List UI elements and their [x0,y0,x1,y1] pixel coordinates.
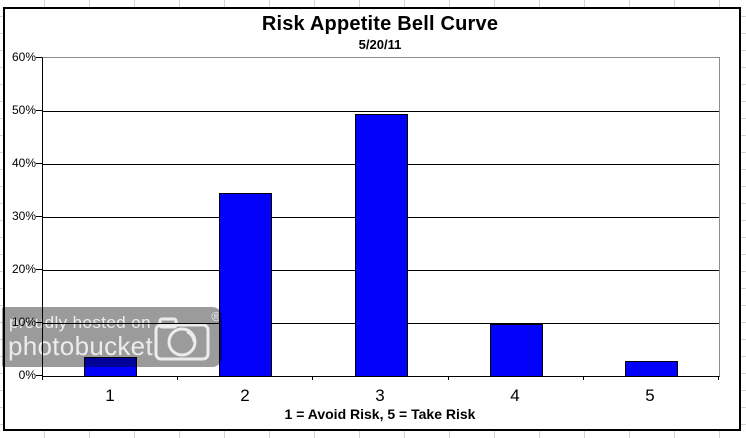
chart-title: Risk Appetite Bell Curve [261,13,499,35]
watermark-brand: photobucket [8,331,153,361]
x-axis-category-label: 4 [510,386,520,405]
y-axis-tick [36,110,42,111]
x-axis-title: 1 = Avoid Risk, 5 = Take Risk [284,406,476,422]
y-axis-tick-label: 20% [11,262,36,276]
y-axis-tick-label: 0% [18,368,36,382]
y-axis-tick-label: 40% [11,156,36,170]
x-axis-tick [312,376,313,380]
y-axis-tick-label: 50% [11,103,36,117]
chart-area: Risk Appetite Bell Curve 5/20/11 60% 50% 4… [3,7,741,431]
watermark-tagline: proudly hosted on [9,313,151,332]
x-axis-tick [583,376,584,380]
y-axis-tick [36,375,42,376]
x-axis-category-label: 2 [240,386,250,405]
bar-category-4 [490,324,543,376]
y-axis-tick [36,163,42,164]
camera-icon [154,317,210,361]
x-axis-tick [448,376,449,380]
x-axis-tick [42,376,43,380]
y-axis-tick [36,269,42,270]
photobucket-watermark: proudly hosted on photobucket ® [2,307,222,367]
x-axis-category-label: 1 [105,386,115,405]
y-axis-tick [36,57,42,58]
gridline [43,111,719,112]
x-axis-category-label: 5 [645,386,655,405]
registered-trademark-icon: ® [211,309,221,324]
bar-category-5 [625,361,678,376]
y-axis-tick [36,216,42,217]
x-axis-tick [718,376,719,380]
x-axis-tick [177,376,178,380]
bar-category-3 [355,114,408,376]
y-axis-tick-label: 60% [11,50,36,64]
chart-subtitle: 5/20/11 [358,37,402,52]
y-axis-tick-label: 30% [11,209,36,223]
bar-category-2 [219,193,272,376]
x-axis-category-label: 3 [375,386,385,405]
